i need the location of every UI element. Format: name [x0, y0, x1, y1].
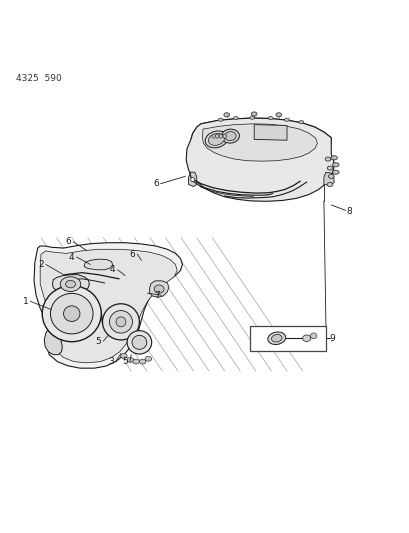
Ellipse shape	[60, 277, 81, 292]
Text: 6: 6	[129, 249, 135, 259]
Text: 1: 1	[22, 297, 28, 306]
Ellipse shape	[42, 286, 101, 342]
Polygon shape	[191, 118, 330, 165]
Ellipse shape	[271, 335, 281, 342]
Polygon shape	[84, 259, 112, 270]
Ellipse shape	[211, 134, 215, 138]
Polygon shape	[254, 125, 286, 140]
Ellipse shape	[139, 359, 146, 364]
Text: 5: 5	[122, 357, 128, 366]
Ellipse shape	[267, 332, 285, 344]
Ellipse shape	[133, 359, 139, 364]
Ellipse shape	[328, 174, 333, 179]
Polygon shape	[52, 274, 89, 294]
Bar	[249, 326, 325, 351]
Ellipse shape	[120, 353, 127, 358]
Ellipse shape	[222, 134, 226, 138]
Polygon shape	[186, 118, 333, 201]
Polygon shape	[44, 329, 62, 354]
Ellipse shape	[310, 333, 316, 338]
Ellipse shape	[326, 182, 332, 187]
Text: 3: 3	[108, 357, 113, 366]
Ellipse shape	[224, 132, 236, 141]
Ellipse shape	[221, 129, 239, 143]
Ellipse shape	[326, 166, 332, 170]
Text: 6: 6	[65, 237, 71, 246]
Ellipse shape	[127, 358, 133, 362]
Ellipse shape	[190, 177, 194, 182]
Ellipse shape	[249, 116, 254, 119]
Ellipse shape	[332, 163, 338, 167]
Ellipse shape	[154, 285, 164, 293]
Polygon shape	[40, 249, 177, 363]
Text: 2: 2	[38, 260, 44, 269]
Ellipse shape	[204, 131, 227, 148]
Text: 9: 9	[328, 334, 334, 343]
Ellipse shape	[109, 311, 132, 333]
Ellipse shape	[223, 113, 229, 117]
Text: 4: 4	[110, 265, 115, 274]
Text: 7: 7	[153, 290, 159, 300]
Ellipse shape	[215, 134, 218, 138]
Text: 5: 5	[95, 337, 101, 345]
Ellipse shape	[127, 330, 151, 354]
Ellipse shape	[302, 335, 310, 342]
Text: 4325  590: 4325 590	[16, 74, 61, 83]
Text: 4: 4	[69, 253, 74, 262]
Polygon shape	[202, 124, 317, 161]
Ellipse shape	[233, 116, 238, 120]
Ellipse shape	[332, 170, 338, 174]
Ellipse shape	[219, 134, 222, 138]
Ellipse shape	[298, 120, 303, 124]
Ellipse shape	[251, 112, 256, 116]
Ellipse shape	[208, 133, 224, 146]
Ellipse shape	[267, 116, 272, 120]
Polygon shape	[188, 172, 196, 187]
Ellipse shape	[275, 113, 281, 117]
Polygon shape	[323, 172, 333, 185]
Text: 6: 6	[153, 179, 159, 188]
Ellipse shape	[330, 156, 337, 160]
Ellipse shape	[102, 304, 139, 340]
Polygon shape	[34, 243, 182, 368]
Text: 8: 8	[346, 207, 352, 216]
Polygon shape	[149, 281, 169, 297]
Ellipse shape	[65, 280, 75, 288]
Ellipse shape	[284, 118, 289, 122]
Ellipse shape	[145, 356, 151, 361]
Ellipse shape	[132, 335, 146, 349]
Ellipse shape	[50, 293, 93, 334]
Ellipse shape	[218, 118, 222, 122]
Ellipse shape	[116, 317, 126, 327]
Ellipse shape	[63, 306, 80, 321]
Ellipse shape	[324, 157, 330, 161]
